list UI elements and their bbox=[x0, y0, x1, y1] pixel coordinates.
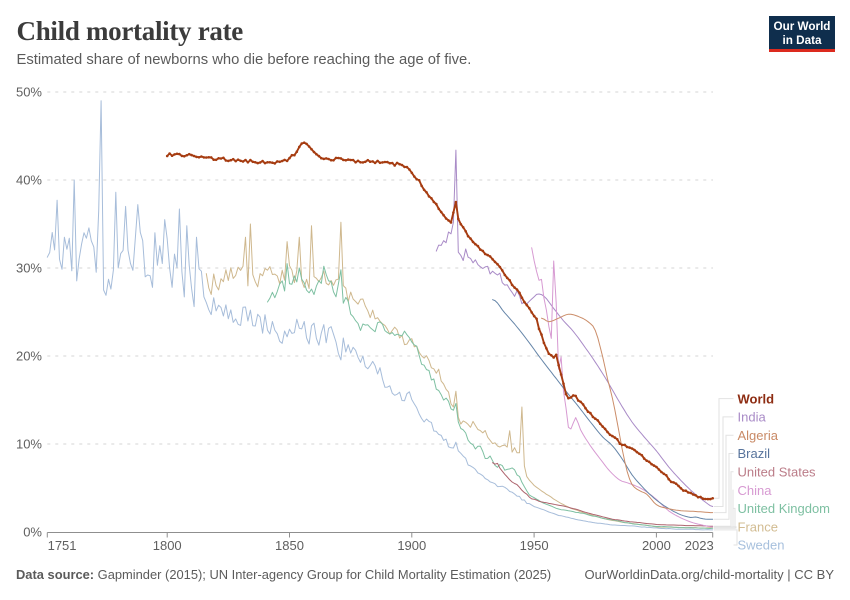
svg-text:Brazil: Brazil bbox=[738, 446, 771, 461]
svg-text:40%: 40% bbox=[16, 173, 42, 188]
svg-text:10%: 10% bbox=[16, 437, 42, 452]
svg-text:1850: 1850 bbox=[275, 538, 304, 553]
svg-text:1950: 1950 bbox=[520, 538, 549, 553]
svg-text:1800: 1800 bbox=[153, 538, 182, 553]
svg-text:World: World bbox=[738, 391, 775, 406]
svg-text:United States: United States bbox=[738, 465, 817, 480]
svg-text:France: France bbox=[738, 519, 778, 534]
svg-text:United Kingdom: United Kingdom bbox=[738, 501, 831, 516]
svg-text:India: India bbox=[738, 410, 767, 425]
svg-text:Algeria: Algeria bbox=[738, 428, 779, 443]
svg-text:30%: 30% bbox=[16, 261, 42, 276]
svg-text:50%: 50% bbox=[16, 85, 42, 100]
svg-text:1900: 1900 bbox=[397, 538, 426, 553]
svg-text:20%: 20% bbox=[16, 349, 42, 364]
svg-text:1751: 1751 bbox=[48, 538, 77, 553]
svg-text:2000: 2000 bbox=[642, 538, 671, 553]
svg-text:Sweden: Sweden bbox=[738, 538, 785, 553]
svg-text:China: China bbox=[738, 483, 773, 498]
svg-text:0%: 0% bbox=[23, 525, 42, 540]
svg-text:2023: 2023 bbox=[685, 538, 714, 553]
